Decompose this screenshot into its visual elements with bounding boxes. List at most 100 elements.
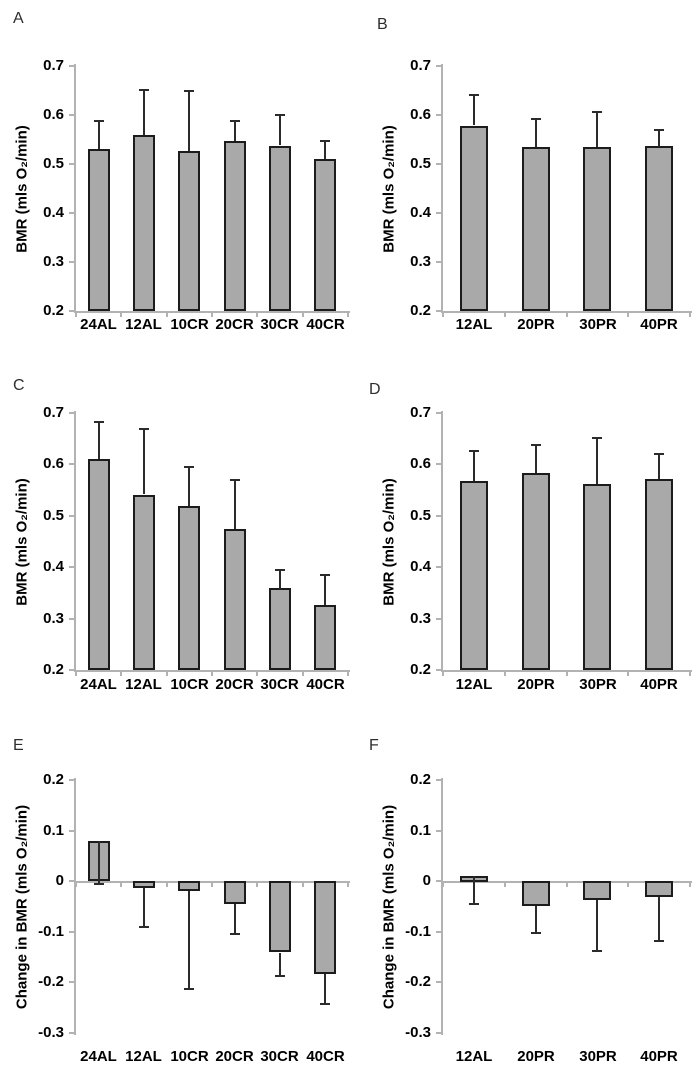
x-tick-mark xyxy=(689,313,691,317)
error-bar-30PR xyxy=(596,900,598,951)
error-bar-cap-12AL xyxy=(469,450,479,452)
error-bar-40CR xyxy=(324,141,326,159)
panel-letter-F: F xyxy=(369,737,379,754)
y-tick-label: 0.1 xyxy=(410,822,431,839)
y-tick-mark xyxy=(69,515,74,517)
x-category-label-40CR: 40CR xyxy=(306,676,345,693)
x-category-label-40CR: 40CR xyxy=(306,1048,345,1065)
y-tick-mark xyxy=(436,65,441,67)
y-tick-mark xyxy=(436,463,441,465)
x-category-label-30CR: 30CR xyxy=(260,316,299,333)
error-bar-cap-40CR xyxy=(320,140,330,142)
y-tick-mark xyxy=(69,212,74,214)
bar-40PR xyxy=(645,146,673,311)
y-tick-mark xyxy=(436,1032,441,1034)
y-tick-label: -0.3 xyxy=(405,1024,431,1041)
y-tick-label: 0.5 xyxy=(43,155,64,172)
y-tick-mark xyxy=(69,830,74,832)
y-tick-mark xyxy=(436,310,441,312)
error-bar-cap-40CR xyxy=(320,574,330,576)
error-bar-40PR xyxy=(658,897,660,941)
x-tick-mark xyxy=(302,883,304,887)
bar-40CR xyxy=(314,881,336,974)
x-axis-line xyxy=(74,311,350,313)
x-axis-line xyxy=(74,670,350,672)
x-tick-mark xyxy=(627,313,629,317)
x-category-label-12AL: 12AL xyxy=(125,676,162,693)
x-tick-mark xyxy=(211,883,213,887)
x-category-label-20CR: 20CR xyxy=(215,316,254,333)
y-tick-mark xyxy=(69,65,74,67)
y-tick-label: 0.7 xyxy=(410,404,431,421)
bar-20CR xyxy=(224,529,246,670)
bar-20PR xyxy=(522,473,550,670)
error-bar-40PR xyxy=(658,130,660,147)
y-axis-title: BMR (mls O₂/min) xyxy=(13,125,31,253)
x-tick-mark xyxy=(75,672,77,676)
x-tick-mark xyxy=(75,313,77,317)
error-bar-cap-24AL xyxy=(94,883,104,885)
x-tick-mark xyxy=(347,672,349,676)
error-bar-12AL xyxy=(143,90,145,135)
y-tick-label: 0.6 xyxy=(410,106,431,123)
y-tick-label: 0.6 xyxy=(410,455,431,472)
y-tick-label: -0.2 xyxy=(38,973,64,990)
y-tick-mark xyxy=(69,463,74,465)
x-tick-mark xyxy=(347,313,349,317)
x-category-label-12AL: 12AL xyxy=(455,316,493,333)
error-bar-30CR xyxy=(279,115,281,145)
error-bar-24AL xyxy=(98,841,100,884)
bar-40PR xyxy=(645,479,673,670)
x-tick-mark xyxy=(442,313,444,317)
x-category-label-10CR: 10CR xyxy=(170,1048,209,1065)
y-tick-label: 0.2 xyxy=(410,302,431,319)
x-category-label-20PR: 20PR xyxy=(517,676,555,693)
error-bar-cap-12AL xyxy=(469,903,479,905)
error-bar-20PR xyxy=(535,906,537,933)
x-tick-mark xyxy=(120,883,122,887)
x-tick-mark xyxy=(211,313,213,317)
y-axis-line xyxy=(74,411,76,672)
error-bar-24AL xyxy=(98,121,100,149)
x-category-label-40PR: 40PR xyxy=(640,316,678,333)
y-tick-label: 0.1 xyxy=(43,822,64,839)
y-axis-line xyxy=(74,64,76,313)
x-tick-mark xyxy=(256,883,258,887)
bar-30CR xyxy=(269,588,291,670)
error-bar-cap-40PR xyxy=(654,129,664,131)
error-bar-30CR xyxy=(279,953,281,977)
bar-20CR xyxy=(224,141,246,311)
error-bar-cap-30PR xyxy=(592,950,602,952)
y-tick-mark xyxy=(436,515,441,517)
error-bar-10CR xyxy=(188,91,190,151)
y-tick-mark xyxy=(69,1032,74,1034)
x-category-label-40PR: 40PR xyxy=(640,1048,678,1065)
y-tick-label: 0.4 xyxy=(410,558,431,575)
error-bar-cap-40CR xyxy=(320,1003,330,1005)
bar-40CR xyxy=(314,605,336,670)
y-tick-mark xyxy=(69,880,74,882)
bar-30PR xyxy=(583,147,611,311)
y-tick-mark xyxy=(69,931,74,933)
x-category-label-24AL: 24AL xyxy=(80,1048,117,1065)
x-category-label-24AL: 24AL xyxy=(80,316,117,333)
y-tick-label: -0.1 xyxy=(38,923,64,940)
y-axis-line xyxy=(441,64,443,313)
bar-12AL xyxy=(133,881,155,888)
y-tick-mark xyxy=(436,880,441,882)
error-bar-cap-30PR xyxy=(592,111,602,113)
error-bar-cap-20CR xyxy=(230,933,240,935)
error-bar-cap-24AL xyxy=(94,421,104,423)
y-tick-mark xyxy=(436,566,441,568)
error-bar-40CR xyxy=(324,974,326,1003)
y-tick-label: -0.3 xyxy=(38,1024,64,1041)
x-category-label-20PR: 20PR xyxy=(517,316,555,333)
bar-12AL xyxy=(460,126,488,311)
x-tick-mark xyxy=(627,883,629,887)
error-bar-10CR xyxy=(188,891,190,989)
y-axis-line xyxy=(441,411,443,672)
bar-20PR xyxy=(522,881,550,906)
error-bar-cap-20CR xyxy=(230,479,240,481)
y-tick-label: 0.5 xyxy=(410,507,431,524)
error-bar-30PR xyxy=(596,438,598,484)
